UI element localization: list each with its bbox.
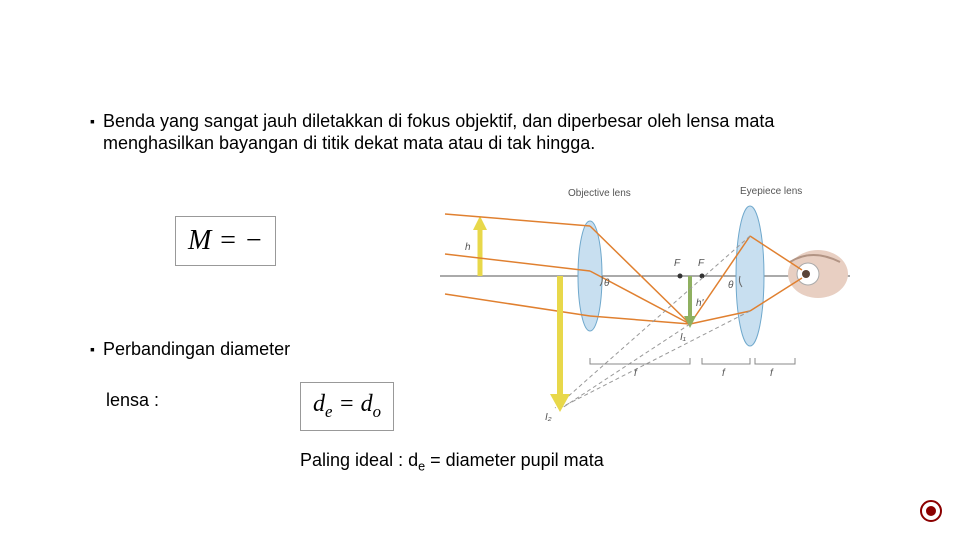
label-theta-o: θ bbox=[604, 278, 609, 289]
lensa-label: lensa : bbox=[106, 390, 159, 411]
label-fo-dist: f bbox=[634, 368, 637, 379]
label-objective: Objective lens bbox=[568, 188, 631, 199]
formula-de-rhs-sub: o bbox=[373, 402, 381, 421]
eyepiece-lens bbox=[736, 206, 764, 346]
label-i1: I₁ bbox=[680, 332, 686, 343]
diagram-svg bbox=[440, 186, 860, 436]
label-fe-dist2: f bbox=[770, 368, 773, 379]
formula-m: M = − bbox=[175, 216, 276, 266]
bullet-item-1: ▪ Benda yang sangat jauh diletakkan di f… bbox=[90, 110, 870, 154]
eye-icon bbox=[788, 250, 848, 298]
telescope-ray-diagram: Objective lens Eyepiece lens h h' F F θ … bbox=[440, 186, 860, 436]
ideal-prefix: Paling ideal : d bbox=[300, 450, 418, 470]
label-i2: I₂ bbox=[545, 412, 552, 423]
bullet-mark: ▪ bbox=[90, 110, 95, 154]
formula-de-eq: = d bbox=[332, 391, 372, 417]
formula-de-lhs: d bbox=[313, 391, 325, 417]
bullet-mark-2: ▪ bbox=[90, 338, 95, 360]
bullet-item-2: ▪ Perbandingan diameter bbox=[90, 338, 290, 360]
label-fe-point: F bbox=[698, 258, 704, 269]
label-fe-dist: f bbox=[722, 368, 725, 379]
slide-corner-marker bbox=[920, 500, 942, 522]
bullet-2-text: Perbandingan diameter bbox=[103, 338, 290, 360]
label-fo-point: F bbox=[674, 258, 680, 269]
image-arrow-i2 bbox=[550, 276, 570, 412]
label-eyepiece: Eyepiece lens bbox=[740, 186, 802, 197]
bullet-1-text: Benda yang sangat jauh diletakkan di fok… bbox=[103, 110, 870, 154]
ideal-suffix: = diameter pupil mata bbox=[425, 450, 604, 470]
object-arrow-h bbox=[473, 216, 487, 276]
ideal-line: Paling ideal : de = diameter pupil mata bbox=[300, 450, 604, 474]
formula-de: de = do bbox=[300, 382, 394, 431]
label-hprime: h' bbox=[696, 298, 703, 309]
label-h: h bbox=[465, 242, 471, 253]
label-theta: θ bbox=[728, 280, 733, 291]
formula-m-text: M = − bbox=[188, 225, 263, 256]
distance-brackets bbox=[590, 358, 795, 364]
focal-point-fo bbox=[678, 274, 683, 279]
